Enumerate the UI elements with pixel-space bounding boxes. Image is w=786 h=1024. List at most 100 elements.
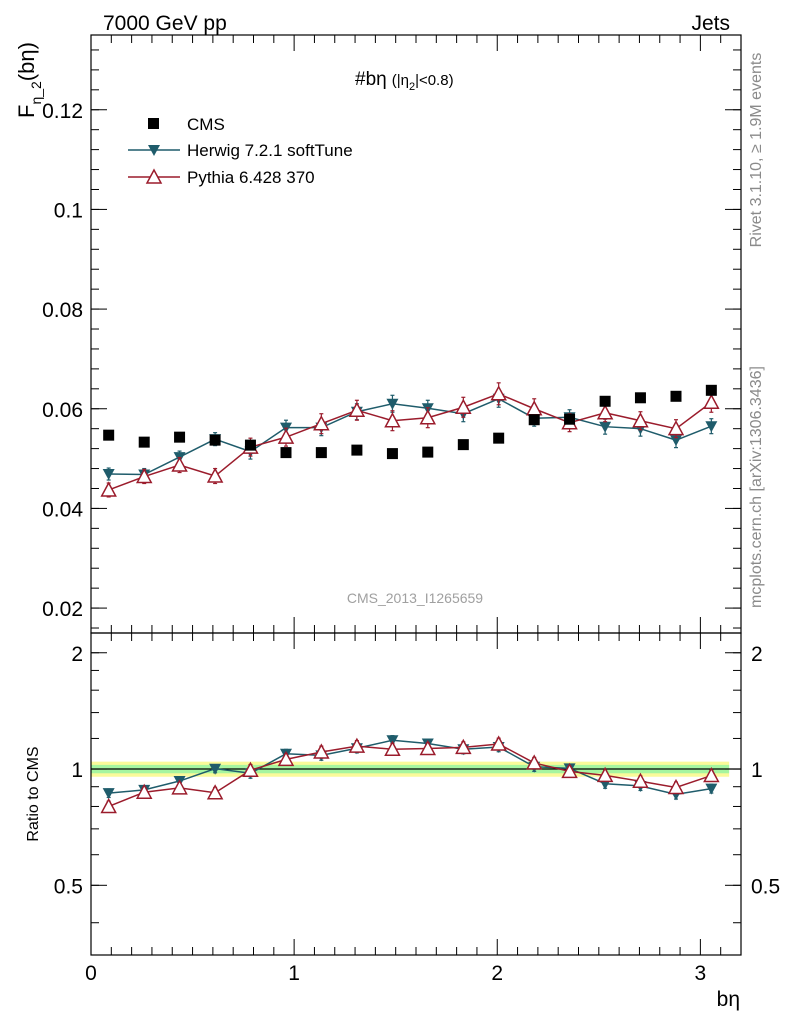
x-tick-label: 3 — [695, 962, 707, 985]
legend-label-pythia: Pythia 6.428 370 — [187, 168, 315, 187]
point-pythia — [171, 456, 188, 472]
ratio-line-herwig — [108, 739, 712, 796]
ratio-point-pythia — [596, 766, 614, 783]
ratio-data — [100, 735, 720, 814]
point-cms — [564, 413, 576, 425]
process-label: Jets — [691, 12, 730, 35]
rivet-label: Rivet 3.1.10, ≥ 1.9M events — [748, 53, 765, 248]
point-cms — [138, 436, 150, 448]
legend-marker-pythia — [145, 168, 163, 184]
point-cms — [422, 446, 434, 458]
point-cms — [244, 439, 256, 451]
point-pythia — [667, 420, 685, 436]
y-axis-label: Fη_2(bη) — [14, 42, 44, 118]
plot-title: #bη (|η2|<0.8) — [355, 69, 454, 93]
main-panel: 0.02 0.04 0.06 0.08 0.1 0.12 Fη_2(bη) #bη (|η2… — [14, 34, 742, 634]
point-pythia — [384, 412, 401, 428]
ratio-point-pythia — [100, 797, 117, 814]
y-tick-label: 0.06 — [42, 399, 83, 422]
ratio-tick-label-left: 2 — [71, 643, 83, 666]
point-pythia — [206, 467, 224, 483]
ratio-point-pythia — [171, 779, 188, 795]
ratio-tick-label-right: 0.5 — [751, 875, 780, 898]
point-cms — [174, 431, 186, 443]
ratio-frame — [90, 632, 742, 956]
point-cms — [634, 392, 646, 404]
ratio-point-pythia — [206, 784, 224, 800]
point-pythia — [525, 400, 543, 416]
ratio-point-pythia — [348, 737, 366, 753]
ratio-point-pythia — [384, 740, 401, 757]
point-pythia — [455, 398, 472, 415]
x-tick-label: 0 — [85, 962, 97, 985]
point-pythia — [100, 481, 117, 497]
point-cms — [209, 434, 221, 446]
ratio-point-pythia — [419, 739, 437, 756]
plot-title-suffix2: |<0.8) — [415, 72, 454, 89]
ratio-line-pythia — [108, 743, 712, 808]
y-tick-label: 0.08 — [42, 299, 83, 322]
mcplots-label: mcplots.cern.ch [arXiv:1306.3436] — [748, 366, 765, 608]
analysis-id: CMS_2013_I1265659 — [347, 590, 483, 606]
plot-title-suffix: (|η — [392, 72, 409, 89]
ratio-y-label: Ratio to CMS — [25, 746, 42, 841]
y-tick-label: 0.04 — [42, 498, 83, 521]
y-tick-label: 0.12 — [42, 100, 83, 123]
energy-label: 7000 GeV pp — [103, 12, 227, 35]
legend-item-herwig: Herwig 7.2.1 softTune — [128, 141, 353, 160]
point-cms — [670, 390, 682, 402]
point-cms — [280, 447, 292, 459]
point-pythia — [313, 415, 330, 431]
ratio-point-pythia — [242, 761, 259, 777]
legend: CMS Herwig 7.2.1 softTune Pythia 6.428 3… — [128, 115, 353, 187]
y-label-sub: η_2 — [28, 81, 44, 105]
point-cms — [493, 432, 505, 444]
ratio-point-herwig — [705, 783, 718, 795]
point-cms — [315, 447, 327, 459]
point-cms — [386, 448, 398, 460]
point-pythia — [703, 393, 720, 410]
point-cms — [705, 384, 717, 396]
ratio-point-pythia — [135, 783, 153, 799]
line-pythia — [108, 392, 712, 491]
svg-text:Fη_2(bη): Fη_2(bη) — [14, 42, 44, 118]
y-tick-label: 0.1 — [54, 199, 83, 222]
main-data — [100, 382, 720, 498]
ratio-panel: 0.5 0.5 1 1 2 2 Ratio to CMS — [25, 632, 780, 956]
legend-marker-herwig — [148, 145, 160, 156]
plot-title-sub: 2 — [409, 81, 415, 93]
plot-title-main: #bη — [355, 69, 387, 90]
y-label-tail: (bη) — [14, 42, 39, 81]
point-pythia — [419, 409, 437, 425]
ratio-bands — [90, 761, 741, 777]
point-pythia — [596, 404, 614, 420]
y-label-main: F — [14, 105, 39, 118]
point-pythia — [490, 385, 507, 401]
legend-label-herwig: Herwig 7.2.1 softTune — [187, 141, 353, 160]
x-tick-label: 2 — [491, 962, 503, 985]
point-herwig — [102, 469, 115, 481]
ratio-point-pythia — [490, 735, 507, 751]
point-cms — [351, 444, 363, 456]
point-pythia — [632, 412, 649, 428]
legend-marker-cms — [148, 118, 159, 129]
point-pythia — [135, 467, 153, 484]
point-cms — [599, 395, 611, 407]
ratio-point-pythia — [525, 754, 543, 770]
x-axis-label: bη — [717, 988, 740, 1011]
ratio-point-pythia — [455, 738, 472, 755]
ratio-point-herwig — [209, 763, 222, 775]
point-herwig — [670, 435, 682, 447]
ratio-point-pythia — [561, 762, 578, 779]
x-axis: 0 1 2 3 — [85, 633, 742, 985]
line-herwig — [108, 397, 712, 476]
legend-label-cms: CMS — [187, 115, 225, 134]
ratio-point-pythia — [313, 743, 330, 759]
legend-item-cms: CMS — [148, 115, 225, 134]
ratio-tick-label-left: 0.5 — [54, 875, 83, 898]
point-pythia — [277, 428, 295, 444]
ratio-tick-label-right: 2 — [751, 643, 763, 666]
ratio-point-pythia — [277, 750, 295, 767]
point-pythia — [348, 401, 366, 417]
